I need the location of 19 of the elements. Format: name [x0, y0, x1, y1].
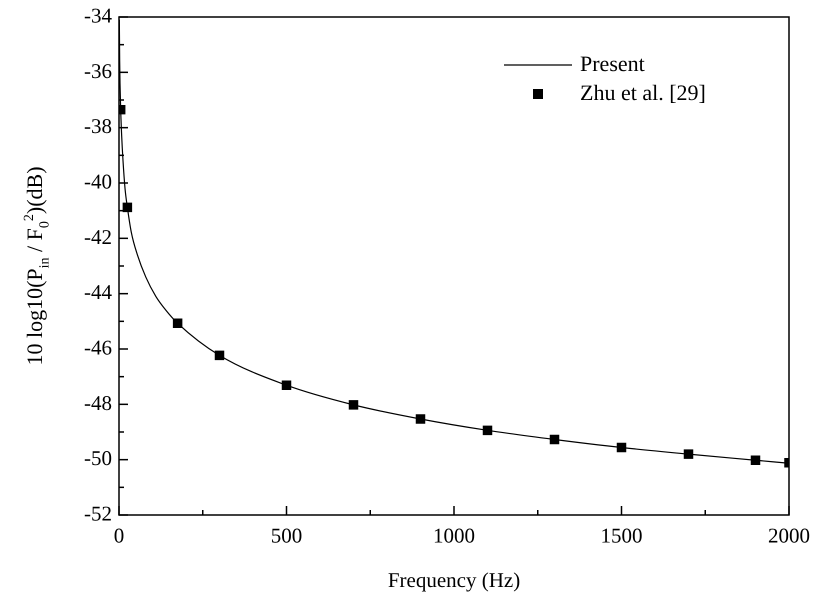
x-tick-label: 1000 [433, 524, 475, 548]
y-tick-label: -48 [84, 390, 112, 415]
y-tick-label: -36 [84, 58, 112, 83]
x-tick-label: 0 [114, 524, 124, 548]
x-tick-label: 500 [270, 524, 302, 548]
y-tick-label: -42 [84, 224, 112, 249]
x-tick-label: 1500 [600, 524, 642, 548]
legend-label: Zhu et al. [29] [580, 80, 706, 105]
x-axis-title: Frequency (Hz) [388, 568, 520, 592]
y-tick-label: -34 [84, 4, 112, 28]
y-axis-title: 10 log10(Pin / F02)(dB) [22, 166, 53, 366]
y-tick-label: -44 [84, 280, 112, 304]
y-tick-label: -40 [84, 170, 112, 194]
legend-label: Present [580, 50, 645, 76]
y-tick-label: -50 [84, 446, 112, 470]
y-tick-label: -46 [84, 336, 112, 360]
y-tick-label: -38 [84, 114, 112, 138]
x-tick-label: 2000 [768, 524, 810, 548]
y-tick-label: -52 [84, 502, 112, 526]
